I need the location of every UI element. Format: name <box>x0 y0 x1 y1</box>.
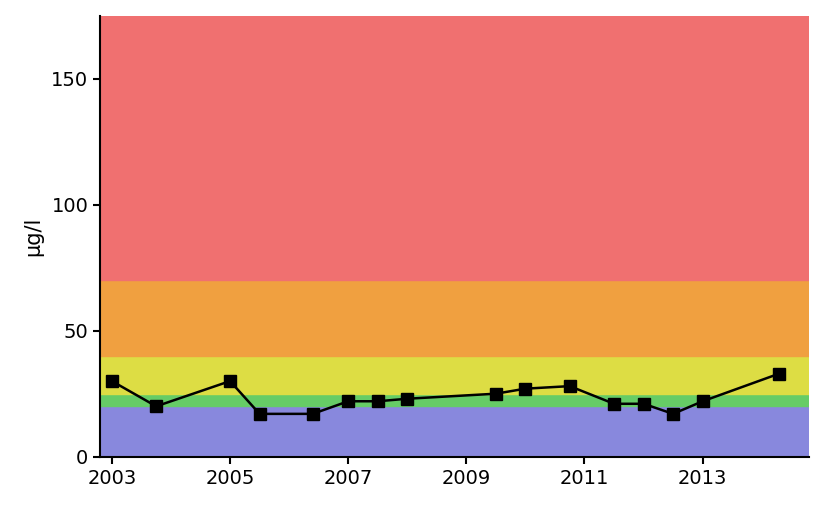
Y-axis label: µg/l: µg/l <box>23 216 43 256</box>
Bar <box>100 280 809 356</box>
Bar <box>100 356 809 394</box>
Bar <box>100 394 809 406</box>
Bar <box>100 16 809 280</box>
Bar <box>100 406 809 457</box>
